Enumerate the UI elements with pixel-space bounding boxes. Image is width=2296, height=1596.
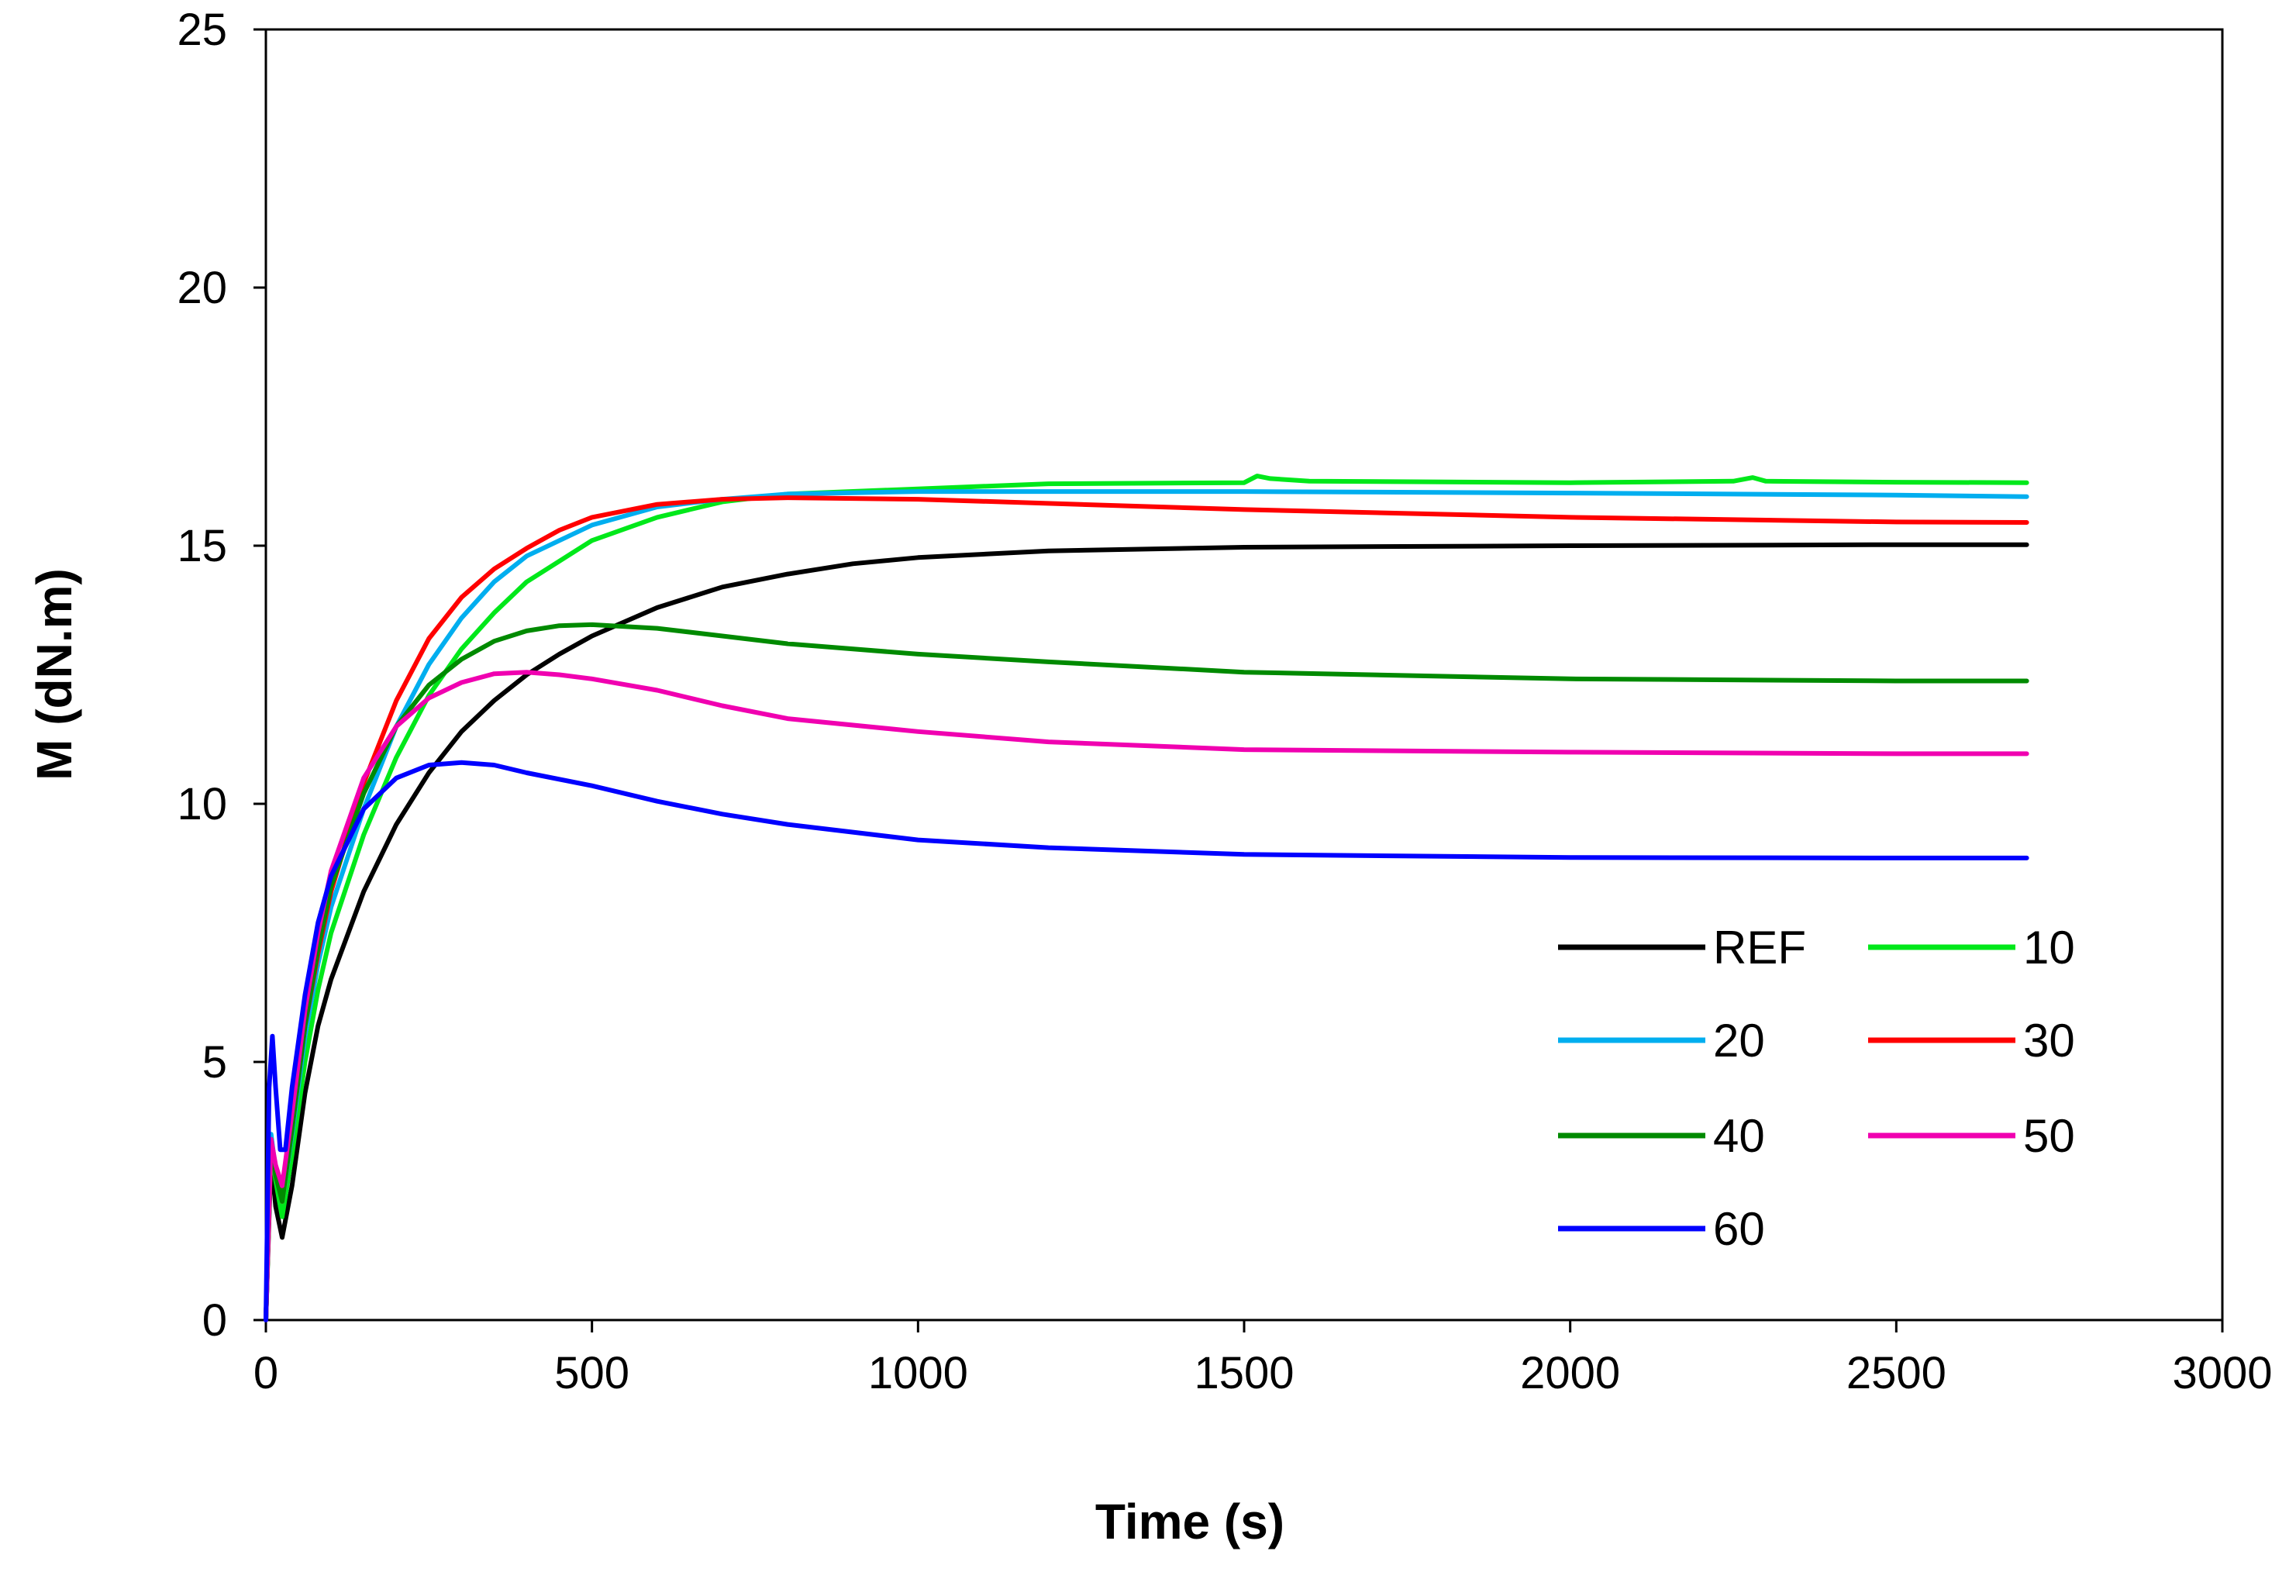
legend-label-60: 60: [1713, 1203, 1765, 1255]
series-lines: [264, 474, 2029, 1322]
series-line-20: [264, 489, 2029, 1322]
series-line-50: [264, 670, 2029, 1322]
x-tick-label: 1500: [1194, 1348, 1294, 1398]
legend-label-30: 30: [2023, 1015, 2075, 1067]
series-line-30: [264, 495, 2029, 1322]
x-tick-label: 0: [253, 1348, 278, 1398]
x-tick-label: 500: [554, 1348, 629, 1398]
y-tick-label: 20: [177, 263, 227, 313]
y-tick-label: 5: [202, 1037, 227, 1088]
series-line-ref: [264, 542, 2029, 1322]
legend-label-40: 40: [1713, 1110, 1765, 1162]
y-tick-label: 0: [202, 1295, 227, 1346]
x-axis-ticks: 0 500 1000 1500 2000 2500 3000: [253, 1320, 2273, 1398]
y-axis-ticks: 0 5 10 15 20 25: [177, 5, 266, 1346]
x-tick-label: 2500: [1846, 1348, 1946, 1398]
x-tick-label: 1000: [868, 1348, 968, 1398]
legend-label-20: 20: [1713, 1015, 1765, 1067]
legend-label-10: 10: [2023, 922, 2075, 974]
y-tick-label: 25: [177, 5, 227, 55]
x-tick-label: 3000: [2172, 1348, 2272, 1398]
legend: REF 10 20 30 40 50 60: [1558, 922, 2075, 1255]
legend-label-ref: REF: [1713, 922, 1806, 974]
x-tick-label: 2000: [1520, 1348, 1620, 1398]
y-tick-label: 10: [177, 779, 227, 829]
y-axis-title: M (dN.m): [26, 568, 82, 781]
y-tick-label: 15: [177, 521, 227, 571]
series-line-10: [264, 474, 2029, 1322]
x-axis-title: Time (s): [1095, 1494, 1284, 1549]
legend-label-50: 50: [2023, 1110, 2075, 1162]
series-line-60: [264, 760, 2029, 1322]
